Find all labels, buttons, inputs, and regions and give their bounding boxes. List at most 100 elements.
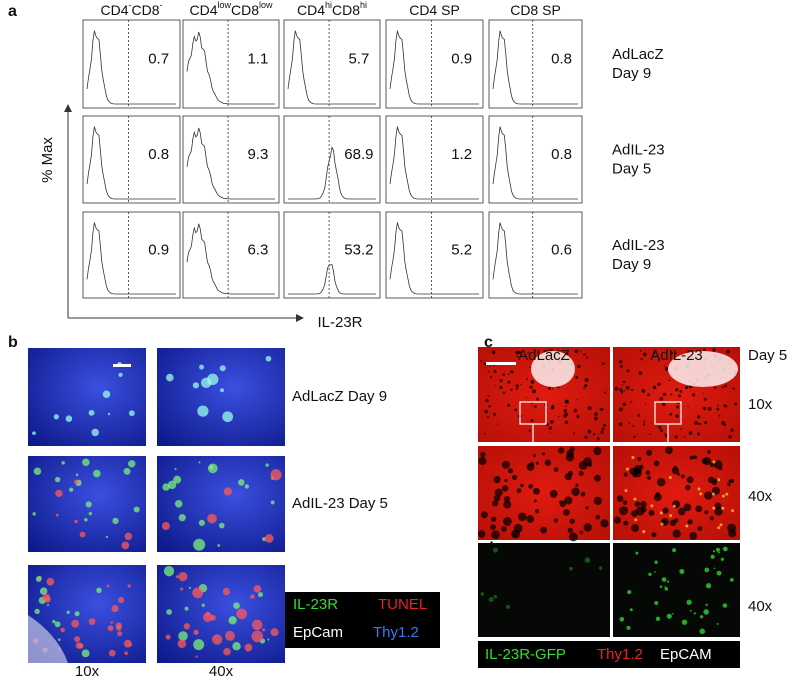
cell-dot — [587, 429, 592, 434]
legend-entry: EpCam — [293, 624, 343, 641]
cell-dot — [640, 357, 643, 361]
cell-dot — [534, 509, 540, 514]
cell-signal — [46, 604, 50, 607]
cell-signal — [110, 621, 114, 624]
histogram-frame — [385, 19, 484, 109]
row-label: Day 9 — [612, 256, 651, 273]
cell-dot — [601, 362, 605, 365]
histogram-curve — [389, 126, 479, 200]
cell-dot — [507, 380, 511, 384]
cell-dot — [504, 478, 508, 483]
cell-dot — [594, 474, 601, 482]
cell-signal — [251, 619, 263, 631]
cell-dot — [685, 484, 691, 491]
histogram-curve — [86, 126, 176, 200]
cell-dot — [618, 422, 623, 427]
cell-signal — [721, 506, 725, 510]
column-label: AdLacZ — [518, 347, 570, 364]
cell-dot — [520, 483, 524, 488]
cell-dot — [702, 392, 704, 395]
gfp-signal — [664, 587, 669, 591]
cell-dot — [573, 432, 576, 435]
cell-dot — [564, 496, 573, 505]
cell-dot — [662, 507, 669, 514]
cell-signal — [60, 627, 65, 633]
histogram-curve — [186, 127, 275, 200]
cell-signal — [74, 479, 79, 484]
cell-dot — [709, 462, 715, 468]
cell-signal — [75, 642, 83, 649]
cell-signal — [244, 484, 250, 489]
x-axis-label: IL-23R — [317, 314, 362, 331]
legend-box — [478, 641, 740, 668]
cell-dot — [557, 349, 560, 352]
cell-dot — [553, 518, 558, 523]
gfp-signal — [666, 613, 672, 619]
cell-dot — [515, 387, 518, 390]
cell-dot — [714, 507, 723, 516]
cell-dot — [656, 425, 658, 427]
cell-dot — [480, 511, 488, 519]
superscript: - — [129, 0, 132, 10]
cell-signal — [128, 460, 136, 468]
cell-signal — [105, 535, 109, 539]
cell-signal — [267, 638, 270, 641]
cell-dot — [577, 364, 581, 369]
cell-signal — [212, 634, 223, 645]
cell-dot — [528, 483, 534, 489]
cell-dot — [657, 382, 661, 387]
gfp-signal — [654, 571, 656, 573]
cell-dot — [680, 474, 685, 479]
cell-signal — [118, 597, 125, 604]
gfp-signal — [689, 609, 692, 612]
cell-dot — [695, 505, 703, 513]
cell-signal — [207, 373, 219, 386]
cell-signal — [57, 638, 61, 641]
cell-signal — [127, 584, 131, 588]
histogram-curve — [389, 30, 479, 105]
cell-dot — [600, 407, 604, 411]
cell-signal — [93, 469, 101, 478]
cell-signal — [270, 628, 279, 637]
header-part: CD4 — [297, 2, 325, 18]
percent-value: 0.6 — [551, 242, 572, 259]
percent-value: 68.9 — [344, 146, 373, 163]
gfp-signal — [704, 567, 710, 573]
cell-dot — [600, 519, 609, 528]
gfp-signal — [569, 566, 573, 571]
cell-dot — [563, 408, 568, 413]
cell-dot — [491, 530, 500, 540]
cell-signal — [228, 616, 237, 625]
cell-signal — [166, 609, 173, 615]
cell-dot — [692, 393, 696, 397]
cell-dot — [549, 431, 552, 434]
micrograph — [157, 348, 285, 446]
cell-signal — [270, 469, 282, 481]
cell-dot — [510, 388, 513, 391]
cell-dot — [730, 428, 734, 433]
cell-dot — [507, 403, 511, 407]
cell-dot — [625, 385, 630, 390]
gfp-signal — [488, 597, 494, 603]
cell-signal — [222, 411, 234, 423]
cell-signal — [236, 608, 248, 620]
cell-signal — [55, 513, 59, 517]
cell-dot — [727, 523, 737, 533]
header-part: CD4 — [189, 2, 217, 18]
cell-dot — [623, 472, 628, 477]
cell-signal — [244, 643, 253, 652]
cell-dot — [630, 400, 633, 403]
cell-signal — [650, 504, 654, 508]
panel-label: b — [8, 334, 18, 351]
cell-dot — [557, 386, 560, 389]
cell-dot — [684, 436, 686, 438]
cell-signal — [232, 641, 241, 651]
cell-dot — [704, 491, 713, 500]
cell-dot — [707, 450, 711, 454]
cell-dot — [501, 460, 510, 469]
cell-dot — [639, 349, 642, 352]
cell-dot — [603, 423, 607, 427]
cell-signal — [174, 499, 183, 508]
cell-signal — [717, 526, 721, 530]
cell-signal — [75, 473, 79, 477]
